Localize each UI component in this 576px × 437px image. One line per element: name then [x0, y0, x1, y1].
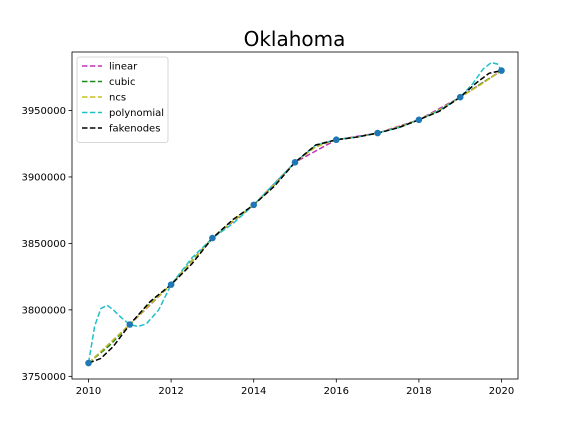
y-axis: 3750000 3800000 3850000 3900000 3950000 — [21, 106, 72, 383]
data-point — [291, 159, 299, 166]
data-point — [374, 129, 381, 137]
series-line-fakenodes — [88, 69, 502, 364]
legend-label-polynomial: polynomial — [109, 108, 164, 119]
data-point — [456, 93, 464, 101]
data-point — [333, 136, 340, 144]
legend-box — [76, 56, 169, 143]
x-tick-label: 2010 — [76, 386, 101, 397]
data-point — [209, 234, 216, 242]
x-tick-label: 2016 — [324, 386, 349, 397]
legend-label-cubic: cubic — [109, 77, 135, 88]
plot-marks — [85, 61, 505, 367]
x-axis: 2010 2012 2014 2016 2018 2020 — [76, 379, 514, 397]
data-point — [498, 67, 505, 74]
legend-label-ncs: ncs — [109, 93, 126, 104]
legend-label-linear: linear — [109, 62, 138, 73]
legend-label-fakenodes: fakenodes — [109, 124, 160, 135]
data-point — [250, 201, 257, 209]
x-tick-label: 2014 — [241, 386, 266, 397]
x-tick-label: 2020 — [489, 386, 514, 397]
x-tick-label: 2012 — [158, 386, 183, 397]
y-tick-label: 3950000 — [21, 106, 66, 117]
chart-title: Oklahoma — [244, 27, 346, 51]
legend: linear cubic ncs polynomial fakenodes — [76, 56, 169, 143]
data-point — [126, 321, 134, 328]
x-tick-label: 2018 — [406, 386, 431, 397]
data-point — [85, 359, 92, 367]
plot-frame — [71, 51, 519, 380]
y-tick-label: 3850000 — [21, 239, 66, 250]
y-tick-label: 3800000 — [21, 305, 66, 316]
y-tick-label: 3750000 — [21, 372, 66, 383]
data-point — [415, 116, 423, 124]
data-point — [167, 281, 175, 288]
y-tick-label: 3900000 — [21, 172, 66, 183]
